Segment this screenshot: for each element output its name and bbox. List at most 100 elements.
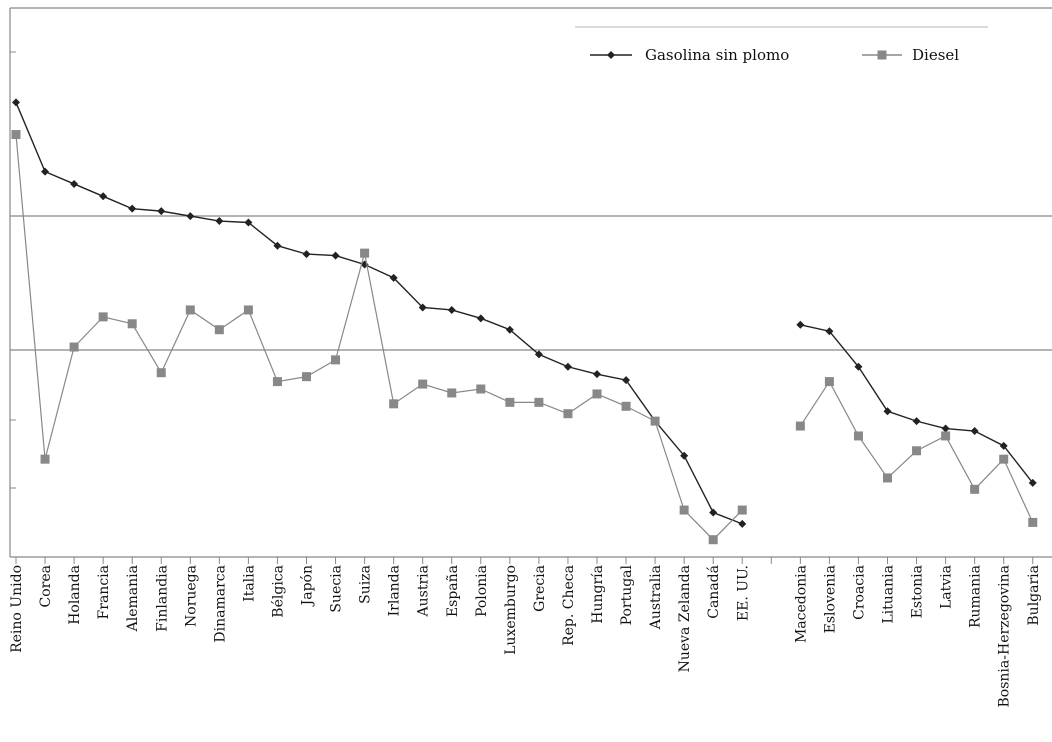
data-point — [999, 454, 1009, 464]
series-line — [800, 324, 1034, 484]
data-point — [563, 409, 573, 419]
data-point — [593, 370, 601, 379]
data-point — [709, 508, 718, 517]
data-point — [128, 204, 137, 213]
x-tick-label: Dinamarca — [212, 565, 228, 643]
data-point — [186, 212, 195, 221]
legend-label: Diesel — [912, 46, 959, 64]
x-tick-label: Alemania — [125, 565, 141, 632]
x-tick-label: Rumania — [968, 565, 984, 628]
x-tick-label: Grecia — [532, 565, 548, 612]
data-point — [708, 535, 718, 545]
x-tick-label: Polonia — [474, 565, 490, 617]
data-point — [912, 446, 922, 456]
x-tick-label: Francia — [96, 565, 112, 619]
data-point — [795, 421, 805, 431]
data-point — [447, 388, 457, 398]
data-point — [243, 305, 253, 315]
data-point — [244, 218, 253, 227]
x-tick-label: Luxemburgo — [503, 565, 519, 655]
data-point — [98, 312, 108, 322]
data-point — [360, 248, 370, 258]
data-point — [854, 362, 863, 371]
x-tick-label: Portugal — [619, 564, 635, 625]
data-point — [69, 342, 79, 352]
data-point — [40, 454, 50, 464]
data-point — [331, 251, 340, 260]
data-point — [389, 273, 398, 282]
data-point — [70, 179, 79, 188]
y-axis-ticks — [10, 51, 16, 489]
series-gasolina — [12, 98, 1037, 528]
x-tick-label: Nueva Zelanda — [677, 565, 693, 672]
data-point — [272, 377, 282, 387]
data-point — [679, 505, 689, 515]
data-point — [476, 384, 486, 394]
data-point — [970, 484, 980, 494]
x-axis: Reino Unido Corea Holanda Francia Alemania Fi… — [9, 557, 1042, 707]
data-point — [127, 319, 137, 329]
x-tick-label: Canadá — [706, 565, 722, 619]
data-point — [796, 320, 805, 329]
x-tick-label: Bulgaria — [1026, 565, 1042, 626]
data-point — [563, 362, 572, 371]
data-point — [99, 192, 108, 201]
x-tick-label: España — [445, 565, 461, 617]
data-point — [824, 377, 834, 387]
data-point — [912, 417, 921, 426]
data-point — [621, 401, 631, 411]
x-tick-label: Latvia — [939, 565, 955, 609]
x-tick-label: EE. UU. — [735, 565, 751, 621]
data-point — [883, 473, 892, 483]
x-tick-label: Bélgica — [270, 565, 286, 618]
x-tick-label: Rep. Checa — [561, 565, 577, 646]
data-point — [737, 505, 747, 515]
data-point — [853, 431, 863, 441]
x-tick-label: Estonia — [910, 565, 926, 618]
data-point — [622, 376, 631, 385]
data-point — [476, 314, 485, 323]
data-point — [941, 424, 950, 433]
data-point — [970, 427, 979, 436]
gridlines — [10, 215, 1052, 351]
x-tick-label: Finlandia — [154, 565, 170, 632]
legend-marker — [877, 50, 887, 60]
x-tick-label: Bosnia-Herzegovina — [997, 565, 1013, 707]
data-point — [185, 305, 195, 315]
data-point — [534, 350, 543, 359]
data-point — [738, 519, 747, 528]
data-point — [418, 303, 427, 312]
x-tick-label: Italia — [241, 565, 257, 602]
data-point — [302, 372, 311, 382]
x-tick-label: Japón — [300, 565, 316, 607]
x-tick-label: Australia — [648, 565, 664, 630]
x-tick-label: Holanda — [67, 565, 83, 625]
data-point — [215, 217, 224, 226]
x-tick-label: Eslovenia — [822, 565, 838, 633]
data-point — [650, 416, 660, 426]
data-point — [941, 431, 951, 441]
data-point — [505, 397, 515, 407]
data-point — [534, 397, 544, 407]
x-tick-label: Corea — [38, 565, 54, 607]
x-tick-label: Lituania — [881, 565, 897, 624]
x-tick-label: Hungría — [590, 565, 606, 624]
series-line — [15, 102, 743, 525]
data-point — [331, 355, 341, 365]
x-tick-label: Suiza — [358, 565, 374, 604]
series-line — [15, 134, 743, 541]
data-point — [157, 207, 166, 216]
legend-marker — [607, 51, 615, 59]
data-point — [273, 241, 282, 250]
x-tick-label: Reino Unido — [9, 565, 25, 653]
x-tick-label: Noruega — [183, 565, 199, 627]
data-point — [447, 305, 456, 314]
data-point — [1028, 517, 1038, 527]
data-point — [505, 325, 514, 334]
x-tick-label: Croacia — [851, 565, 867, 620]
data-point — [389, 399, 399, 409]
legend: Gasolina sin plomo Diesel — [575, 26, 988, 64]
series-layer — [11, 98, 1038, 545]
data-point — [418, 379, 428, 389]
